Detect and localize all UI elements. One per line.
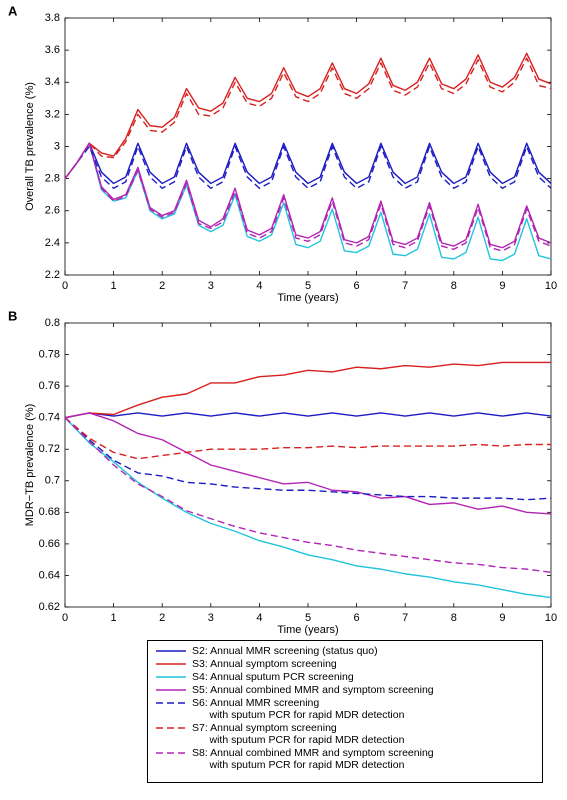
y-tick-label: 0.62	[39, 601, 60, 613]
y-tick-label: 3.2	[45, 108, 60, 120]
series-line	[64, 142, 552, 185]
x-tick-label: 9	[499, 280, 505, 292]
series-line	[64, 412, 552, 515]
legend-swatch	[156, 689, 186, 691]
legend-label: S3: Annual symptom screening	[192, 658, 337, 670]
x-tick-label: 3	[208, 612, 214, 624]
y-axis-label: MDR−TB prevalence (%)	[24, 404, 36, 527]
series-line	[64, 417, 551, 460]
y-tick-label: 0.74	[39, 412, 60, 424]
legend-label: S6: Annual MMR screening with sputum PCR…	[192, 697, 405, 721]
legend-label: S4: Annual sputum PCR screening	[192, 671, 354, 683]
x-tick-label: 10	[545, 612, 557, 624]
x-tick-label: 1	[111, 280, 117, 292]
x-tick-label: 5	[305, 612, 311, 624]
legend-entry: S4: Annual sputum PCR screening	[154, 671, 536, 683]
series-line	[64, 417, 552, 501]
y-tick-label: 2.2	[45, 269, 60, 281]
legend-label: S8: Annual combined MMR and symptom scre…	[192, 747, 434, 771]
x-tick-label: 10	[545, 280, 557, 292]
legend-entry: S6: Annual MMR screening with sputum PCR…	[154, 697, 536, 721]
x-tick-label: 2	[159, 280, 165, 292]
y-tick-label: 0.7	[45, 475, 60, 487]
series-line	[64, 417, 552, 599]
legend-swatch	[156, 727, 186, 729]
y-tick-label: 0.68	[39, 506, 60, 518]
y-tick-label: 0.78	[39, 348, 60, 360]
legend: S2: Annual MMR screening (status quo) S3:…	[147, 640, 543, 783]
x-axis-label: Time (years)	[277, 624, 338, 636]
x-tick-label: 8	[451, 280, 457, 292]
y-tick-label: 2.8	[45, 173, 60, 185]
x-tick-label: 6	[354, 280, 360, 292]
series-line	[64, 57, 552, 180]
x-tick-label: 7	[402, 612, 408, 624]
x-tick-label: 8	[451, 612, 457, 624]
x-tick-label: 5	[305, 280, 311, 292]
legend-label: S2: Annual MMR screening (status quo)	[192, 645, 378, 657]
x-tick-label: 0	[62, 612, 68, 624]
series-line	[64, 417, 552, 573]
legend-swatch	[156, 650, 186, 652]
legend-swatch	[156, 752, 186, 754]
series-line	[64, 52, 552, 180]
series-line	[64, 142, 552, 262]
y-tick-label: 3.8	[45, 12, 60, 24]
x-tick-label: 4	[256, 612, 262, 624]
y-tick-label: 3.4	[45, 76, 60, 88]
legend-swatch	[156, 676, 186, 678]
y-tick-label: 3	[54, 140, 60, 152]
series-line	[64, 361, 551, 419]
series-line	[64, 142, 552, 249]
x-axis-label: Time (years)	[277, 292, 338, 304]
panel-label: B	[8, 308, 17, 323]
legend-label: S5: Annual combined MMR and symptom scre…	[192, 684, 434, 696]
y-axis-label: Overall TB prevalence (%)	[24, 82, 36, 211]
legend-entry: S3: Annual symptom screening	[154, 658, 536, 670]
y-tick-label: 0.72	[39, 443, 60, 455]
y-tick-label: 0.64	[39, 569, 60, 581]
legend-entry: S7: Annual symptom screening with sputum…	[154, 722, 536, 746]
panel-label: A	[8, 3, 18, 18]
x-tick-label: 2	[159, 612, 165, 624]
y-tick-label: 0.8	[45, 317, 60, 329]
x-tick-label: 6	[354, 612, 360, 624]
y-tick-label: 0.66	[39, 538, 60, 550]
y-tick-label: 0.76	[39, 380, 60, 392]
x-tick-label: 3	[208, 280, 214, 292]
y-tick-label: 2.6	[45, 205, 60, 217]
x-tick-label: 4	[256, 280, 262, 292]
legend-entry: S2: Annual MMR screening (status quo)	[154, 645, 536, 657]
legend-swatch	[156, 663, 186, 665]
series-line	[64, 145, 552, 189]
legend-entry: S5: Annual combined MMR and symptom scre…	[154, 684, 536, 696]
y-tick-label: 2.4	[45, 237, 60, 249]
x-tick-label: 0	[62, 280, 68, 292]
x-tick-label: 9	[499, 612, 505, 624]
x-tick-label: 7	[402, 280, 408, 292]
series-line	[64, 412, 552, 419]
legend-label: S7: Annual symptom screening with sputum…	[192, 722, 405, 746]
legend-swatch	[156, 702, 186, 704]
legend-entry: S8: Annual combined MMR and symptom scre…	[154, 747, 536, 771]
chart: A0 1 2 3 4 5 6 7 8 9 102.22.42.62.833.23.43.63.8Ti…	[8, 3, 557, 636]
x-tick-label: 1	[111, 612, 117, 624]
series-line	[64, 142, 552, 252]
y-tick-label: 3.6	[45, 44, 60, 56]
